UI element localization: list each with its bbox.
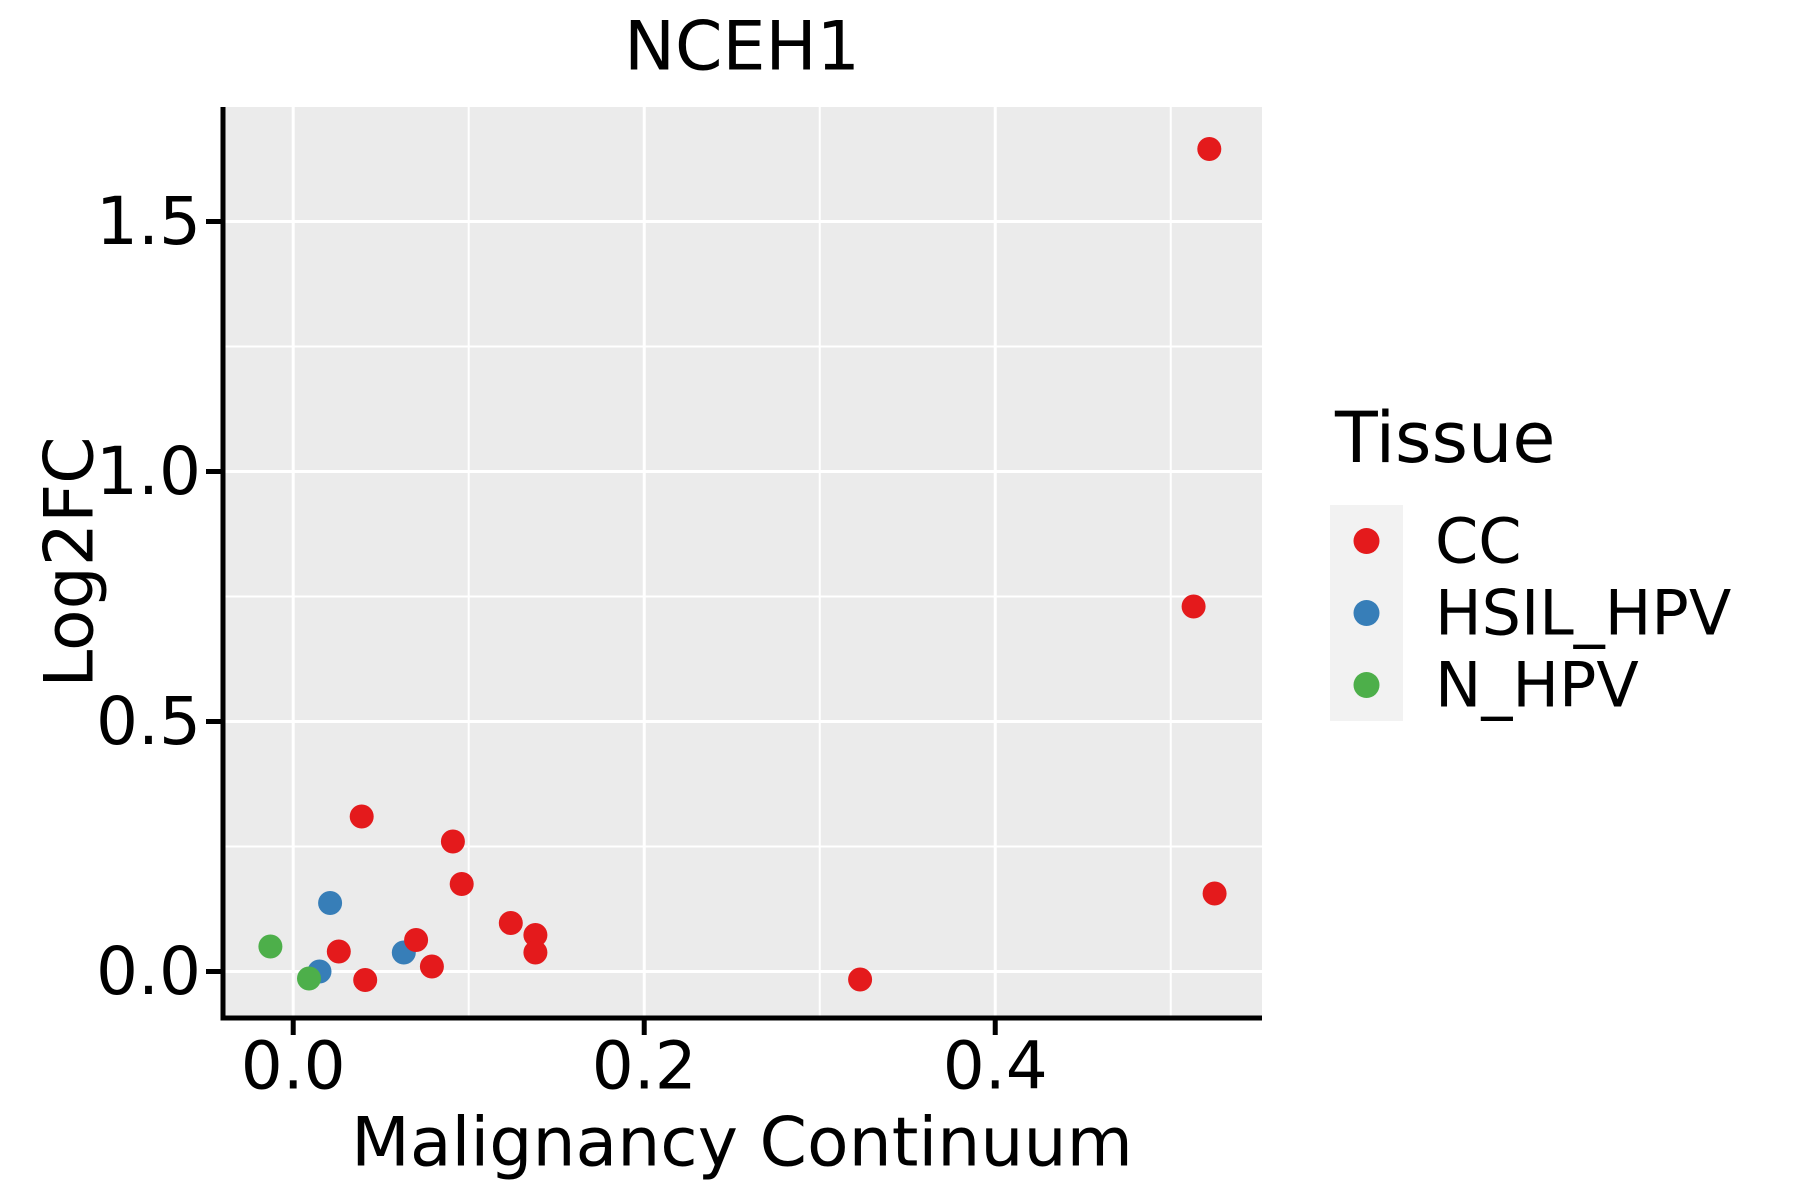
data-point-CC <box>349 804 374 829</box>
data-point-CC <box>1181 594 1206 619</box>
data-point-HSIL_HPV <box>318 891 343 915</box>
legend-label-HSIL_HPV: HSIL_HPV <box>1435 577 1731 650</box>
data-point-CC <box>440 829 465 854</box>
x-axis-title: Malignancy Continuum <box>351 1104 1133 1183</box>
x-tick-label: 0.2 <box>592 1028 697 1105</box>
axis-lines-and-ticks <box>206 107 1262 1035</box>
gridlines <box>223 107 1262 1018</box>
x-tick-label: 0.4 <box>943 1028 1048 1105</box>
data-point-CC <box>449 872 474 896</box>
legend-label-CC: CC <box>1435 505 1522 578</box>
y-tick-label: 1.0 <box>96 433 201 510</box>
legend-swatch-N_HPV <box>1353 672 1380 698</box>
plot-panel <box>223 107 1262 1018</box>
tick-labels: 0.0 0.2 0.4 0.0 0.5 1.0 1.5 <box>96 183 1048 1105</box>
legend-swatch-HSIL_HPV <box>1353 600 1380 626</box>
data-point-CC <box>848 967 873 992</box>
y-axis-title: Log2FC <box>31 436 110 687</box>
data-point-CC <box>353 968 378 992</box>
data-point-CC <box>1202 881 1227 906</box>
data-point-CC <box>1197 137 1222 161</box>
panel-background <box>223 107 1262 1018</box>
legend-title: Tissue <box>1334 397 1555 479</box>
data-point-CC <box>498 911 523 935</box>
legend-label-N_HPV: N_HPV <box>1435 649 1639 722</box>
scatter-points <box>258 137 1227 992</box>
x-tick-label: 0.0 <box>241 1028 346 1105</box>
data-point-CC <box>523 923 548 947</box>
data-point-N_HPV <box>258 934 283 959</box>
data-point-CC <box>419 954 444 979</box>
plot-title: NCEH1 <box>624 8 860 87</box>
y-tick-label: 1.5 <box>96 183 201 260</box>
legend-swatch-CC <box>1353 528 1380 554</box>
y-tick-label: 0.5 <box>96 683 201 760</box>
data-point-N_HPV <box>297 966 321 991</box>
y-tick-label: 0.0 <box>96 933 201 1010</box>
data-point-CC <box>523 940 548 965</box>
data-point-CC <box>404 928 429 952</box>
data-point-CC <box>326 939 351 964</box>
